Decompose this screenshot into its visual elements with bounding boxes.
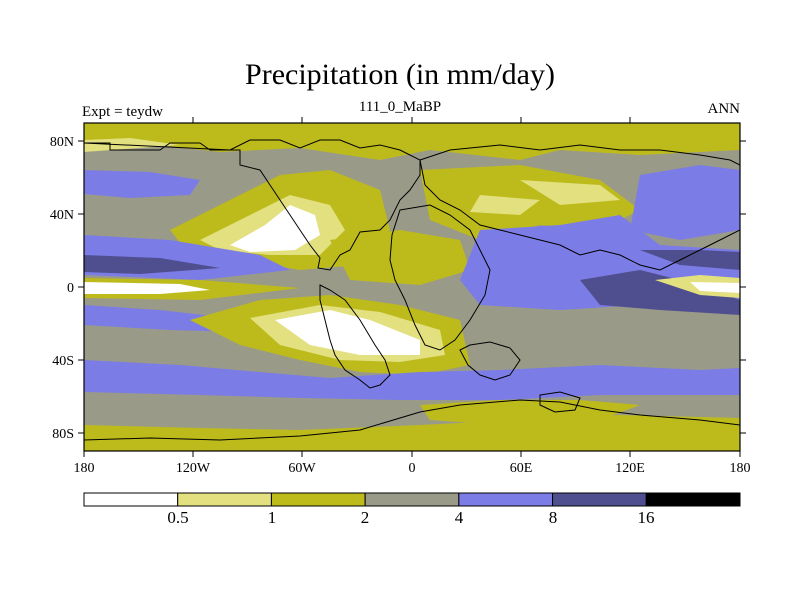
eurasia-outline — [419, 144, 740, 271]
time-label: 111_0_MaBP — [358, 99, 442, 115]
south-america-outline — [319, 284, 391, 389]
field-itcz-navy — [84, 255, 220, 274]
field-namerica-dry — [230, 205, 320, 252]
experiment-label: Expt = teydw — [82, 104, 163, 120]
longitude-labels: 180 120W 60W 0 60E 120E 180 — [74, 461, 751, 476]
lat-label-80s: 80S — [52, 427, 74, 442]
land-fragment-outline — [539, 391, 581, 413]
field-samerica-dry — [275, 310, 420, 355]
continent-outlines — [84, 139, 740, 441]
field-antarctic-coast-olive — [420, 400, 640, 425]
colorbar-labels: 0.5 1 2 4 8 16 — [167, 508, 654, 527]
australia-outline — [459, 341, 521, 381]
field-eurasia-light — [520, 180, 620, 205]
plot-title: Precipitation (in mm/day) — [245, 58, 555, 91]
lon-label-0: 0 — [409, 461, 416, 476]
field-indian-navy — [580, 270, 740, 315]
lat-label-0: 0 — [67, 281, 74, 296]
lon-label-180e: 180 — [730, 461, 751, 476]
colorbar-box-6 — [645, 492, 741, 507]
field-wpacific-navy — [640, 250, 740, 270]
antarctica-outline — [84, 399, 740, 441]
colorbar-label-4: 4 — [455, 508, 464, 527]
lon-label-60e: 60E — [510, 461, 533, 476]
field-storm-track-blue — [84, 360, 740, 400]
lon-label-120e: 120E — [615, 461, 645, 476]
lon-label-120w: 120W — [176, 461, 211, 476]
field-eq-pacific-dry — [84, 282, 210, 294]
colorbar-label-0-5: 0.5 — [167, 508, 188, 527]
field-antarctic-olive — [84, 415, 740, 451]
lon-label-180w: 180 — [74, 461, 95, 476]
colorbar-label-16: 16 — [638, 508, 655, 527]
longitude-ticks — [83, 117, 741, 457]
colorbar-label-1: 1 — [268, 508, 277, 527]
lat-label-80n: 80N — [50, 135, 74, 150]
field-north-africa-olive — [330, 230, 470, 285]
colorbar-box-5 — [552, 492, 647, 507]
field-arctic-olive — [84, 123, 740, 160]
field-central-asia-light — [470, 195, 540, 215]
colorbar-box-0 — [83, 492, 179, 507]
lat-label-40n: 40N — [50, 208, 74, 223]
lat-label-40s: 40S — [52, 354, 74, 369]
field-npacific-east-blue — [630, 165, 740, 240]
colorbar-box-2 — [270, 492, 366, 507]
africa-outline — [389, 204, 491, 351]
lon-label-60w: 60W — [288, 461, 316, 476]
colorbar-label-2: 2 — [361, 508, 370, 527]
precipitation-field — [84, 123, 740, 451]
colorbar — [83, 492, 741, 507]
latitude-ticks — [78, 140, 746, 434]
latitude-labels: 80N 40N 0 40S 80S — [50, 135, 74, 442]
field-eq-east-dry — [690, 282, 740, 293]
north-america-outline — [84, 139, 421, 271]
colorbar-box-4 — [458, 492, 554, 507]
colorbar-box-3 — [364, 492, 460, 507]
colorbar-box-1 — [177, 492, 272, 507]
field-npacific-blue — [84, 170, 200, 198]
colorbar-label-8: 8 — [549, 508, 558, 527]
season-label: ANN — [707, 101, 741, 117]
